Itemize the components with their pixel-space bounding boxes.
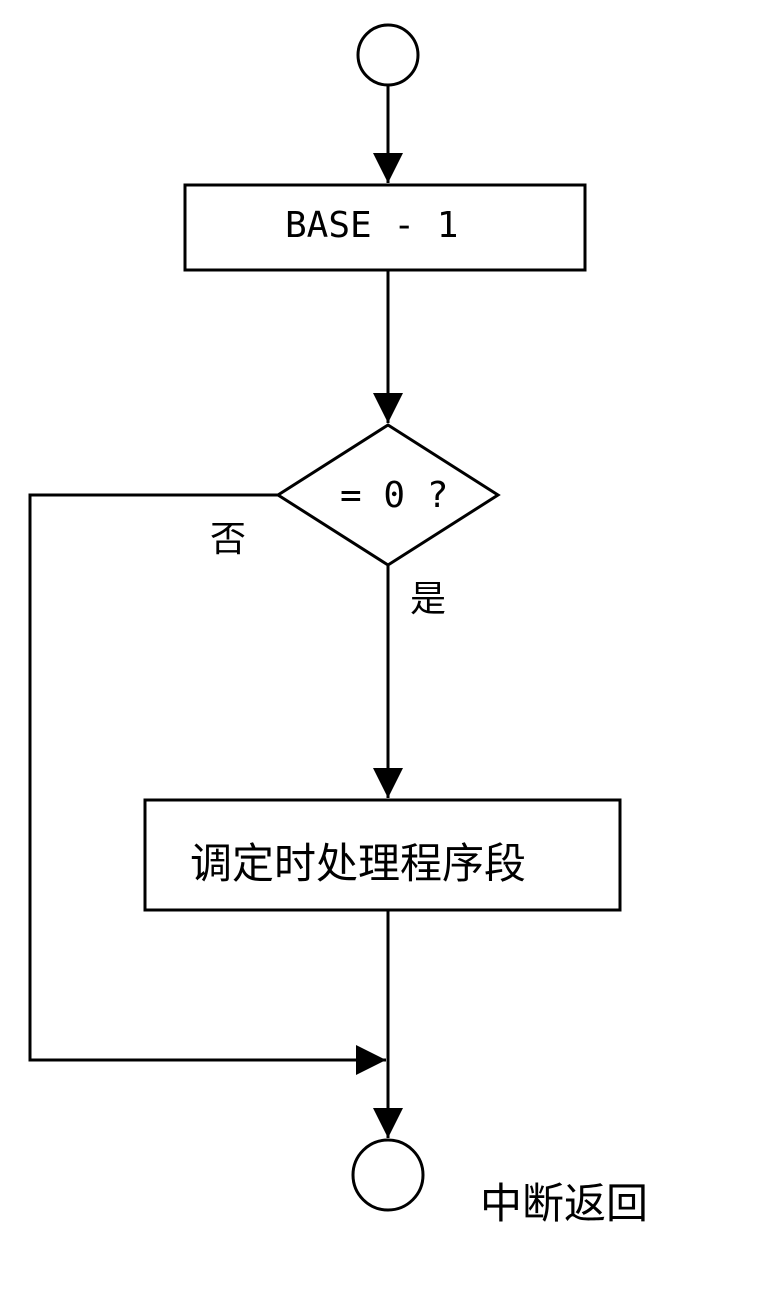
process1-label: BASE - 1 <box>285 205 458 246</box>
decision-yes-label: 是 <box>410 570 446 622</box>
end-node <box>353 1140 423 1210</box>
flowchart-canvas <box>0 0 776 1291</box>
edge-decision-no-loop <box>30 495 386 1060</box>
start-node <box>358 25 418 85</box>
decision-label: = 0 ? <box>340 475 448 516</box>
decision-no-label: 否 <box>210 510 246 562</box>
end-label: 中断返回 <box>480 1170 648 1231</box>
process2-label: 调定时处理程序段 <box>190 830 526 891</box>
